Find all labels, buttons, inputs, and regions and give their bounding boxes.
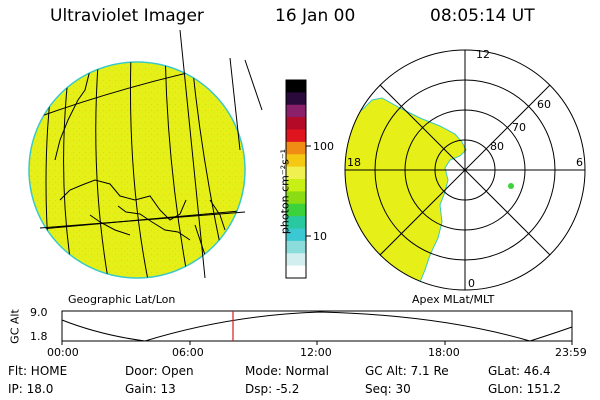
- status-mode: Mode: Normal: [245, 364, 329, 378]
- geo-panel-label: Geographic Lat/Lon: [68, 293, 176, 306]
- colorbar-stripe: [286, 117, 306, 130]
- status-flt: Flt: HOME: [8, 364, 68, 378]
- status-seq: Seq: 30: [365, 382, 411, 396]
- status-ip: IP: 18.0: [8, 382, 54, 396]
- lat-60-label: 60: [537, 98, 551, 111]
- status-dsp: Dsp: -5.2: [245, 382, 300, 396]
- altitude-y-top: 9.0: [30, 306, 48, 319]
- colorbar-stripe: [286, 265, 306, 279]
- x-tick-1800: 18:00: [428, 346, 460, 359]
- colorbar-stripe: [286, 253, 306, 267]
- x-tick-0600: 06:00: [172, 346, 204, 359]
- status-gc-alt: GC Alt: 7.1 Re: [365, 364, 449, 378]
- colorbar-stripe: [286, 141, 306, 155]
- status-door: Door: Open: [125, 364, 194, 378]
- colorbar-tick-10: 10: [313, 230, 327, 243]
- colorbar-stripe: [286, 216, 306, 229]
- status-glon: GLon: 151.2: [488, 382, 561, 396]
- x-tick-2359: 23:59: [555, 346, 587, 359]
- mlt-18-label: 18: [347, 156, 361, 169]
- colorbar-stripe: [286, 179, 306, 192]
- x-tick-1200: 12:00: [300, 346, 332, 359]
- status-gain: Gain: 13: [125, 382, 176, 396]
- date-label: 16 Jan 00: [275, 6, 356, 26]
- colorbar-stripe: [286, 203, 306, 217]
- x-tick-0000: 00:00: [47, 346, 79, 359]
- geo-disk: [28, 61, 246, 279]
- colorbar-stripe: [286, 129, 306, 143]
- polar-panel-label: Apex MLat/MLT: [412, 293, 495, 306]
- status-glat: GLat: 46.4: [488, 364, 551, 378]
- colorbar-stripe: [286, 104, 306, 118]
- colorbar-tick-100: 100: [313, 140, 334, 153]
- mlt-6-label: 6: [576, 156, 583, 169]
- colorbar-stripe: [286, 191, 306, 205]
- mlt-0-label: 0: [468, 277, 475, 290]
- mlt-12-label: 12: [476, 48, 490, 61]
- time-label: 08:05:14 UT: [430, 6, 535, 26]
- colorbar-stripe: [286, 228, 306, 242]
- colorbar-stripes: [286, 80, 306, 279]
- altitude-axis-title: GC Alt: [8, 309, 22, 344]
- aurora-spot: [508, 183, 514, 189]
- colorbar-stripe: [286, 80, 306, 93]
- colorbar-stripe: [286, 92, 306, 106]
- altitude-curve: [61, 311, 573, 342]
- lat-70-label: 70: [512, 121, 526, 134]
- colorbar-stripe: [286, 166, 306, 180]
- altitude-y-bottom: 1.8: [30, 330, 48, 343]
- colorbar-stripe: [286, 240, 306, 254]
- instrument-title: Ultraviolet Imager: [50, 6, 204, 26]
- colorbar-stripe: [286, 154, 306, 168]
- lat-80-label: 80: [490, 140, 504, 153]
